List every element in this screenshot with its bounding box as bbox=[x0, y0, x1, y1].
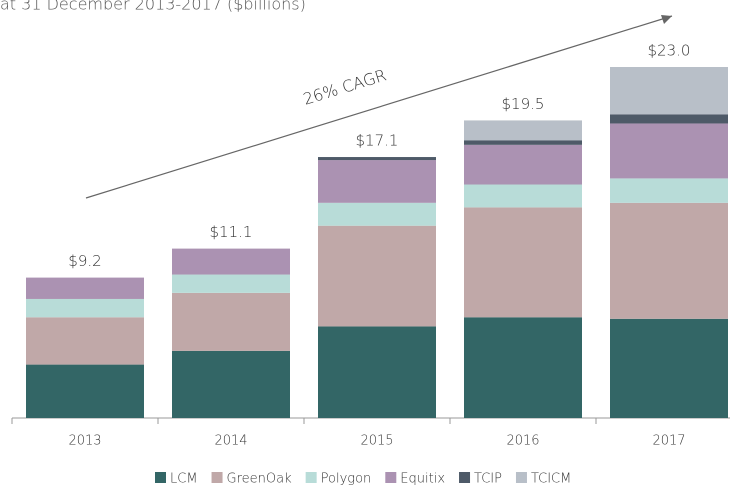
annotation: 26% CAGR bbox=[301, 65, 389, 108]
bar-segment bbox=[26, 364, 144, 418]
total-label: $19.5 bbox=[502, 95, 545, 113]
bar-segment bbox=[172, 248, 290, 275]
bar-segment bbox=[318, 326, 436, 418]
bar-segment bbox=[610, 67, 728, 115]
total-label: $17.1 bbox=[356, 132, 399, 150]
legend-label: Equitix bbox=[400, 472, 445, 486]
x-tick-label: 2015 bbox=[360, 434, 393, 449]
legend-label: LCM bbox=[170, 472, 198, 486]
bar-segment bbox=[610, 202, 728, 319]
bar-segment bbox=[26, 317, 144, 365]
legend-label: TCIP bbox=[474, 472, 502, 486]
bar-segment bbox=[610, 123, 728, 179]
chart-subtitle: at 31 December 2013-2017 ($billions) bbox=[0, 0, 306, 14]
bar-segment bbox=[318, 225, 436, 327]
bar-segment bbox=[26, 277, 144, 299]
bar-segment bbox=[318, 202, 436, 226]
bar-segment bbox=[610, 318, 728, 418]
bar-segment bbox=[318, 157, 436, 161]
bar-segment bbox=[464, 207, 582, 318]
bar-segment bbox=[172, 292, 290, 351]
x-tick-label: 2014 bbox=[214, 434, 247, 449]
bar-segment bbox=[318, 160, 436, 203]
arrow-head bbox=[661, 15, 672, 24]
total-label: $11.1 bbox=[210, 223, 253, 241]
bar-segment bbox=[464, 184, 582, 208]
bar-segment bbox=[610, 114, 728, 124]
bar-segment bbox=[26, 298, 144, 318]
legend-swatch bbox=[155, 472, 166, 483]
legend-label: TCICM bbox=[531, 472, 571, 486]
legend-swatch bbox=[385, 472, 397, 483]
legend-swatch bbox=[305, 472, 317, 483]
cagr-arrow bbox=[85, 15, 673, 199]
bar-segment bbox=[464, 140, 582, 145]
legend-swatch bbox=[515, 472, 527, 483]
legend-label: Polygon bbox=[321, 472, 372, 486]
x-tick-label: 2016 bbox=[506, 434, 539, 449]
bar-segment bbox=[464, 120, 582, 141]
total-label: $9.2 bbox=[68, 252, 101, 270]
legend-swatch bbox=[211, 472, 223, 483]
legend-swatch bbox=[459, 472, 471, 483]
bar-segment bbox=[610, 178, 728, 203]
x-tick-label: 2017 bbox=[652, 434, 685, 449]
bar-segment bbox=[464, 317, 582, 418]
total-label: $23.0 bbox=[648, 42, 691, 60]
bar-segment bbox=[172, 274, 290, 293]
legend-label: GreenOak bbox=[227, 472, 293, 486]
bar-segment bbox=[464, 144, 582, 185]
x-tick-label: 2013 bbox=[68, 434, 101, 449]
bar-segment bbox=[172, 350, 290, 418]
